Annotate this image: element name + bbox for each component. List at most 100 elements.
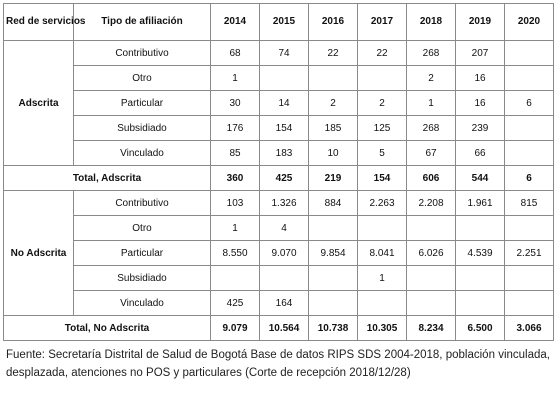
header-red-servicios: Red de servicios bbox=[3, 3, 85, 41]
value-cell: 185 bbox=[308, 115, 358, 141]
value-cell: 2.263 bbox=[357, 190, 407, 216]
value-cell: 67 bbox=[406, 140, 456, 166]
value-cell: 4 bbox=[259, 215, 309, 241]
header-year: 2016 bbox=[308, 3, 358, 41]
value-cell bbox=[308, 215, 358, 241]
group-label: No Adscrita bbox=[3, 190, 74, 316]
tipo-afiliacion-cell: Subsidiado bbox=[73, 115, 211, 141]
value-cell bbox=[504, 115, 554, 141]
value-cell: 9.854 bbox=[308, 240, 358, 266]
group-label: Adscrita bbox=[3, 40, 74, 166]
table-body: Adscrita Contributivo 68 74 22 22 268 207 Otro 1 2… bbox=[3, 40, 554, 341]
tipo-afiliacion-cell: Contributivo bbox=[73, 190, 211, 216]
table-row: Particular 30 14 2 2 1 16 6 bbox=[4, 90, 554, 116]
value-cell bbox=[504, 290, 554, 316]
total-value-cell: 6.500 bbox=[455, 315, 505, 341]
value-cell bbox=[406, 215, 456, 241]
value-cell: 68 bbox=[210, 40, 260, 66]
value-cell: 2.251 bbox=[504, 240, 554, 266]
header-year: 2014 bbox=[210, 3, 260, 41]
value-cell: 176 bbox=[210, 115, 260, 141]
tipo-afiliacion-cell: Otro bbox=[73, 215, 211, 241]
value-cell: 103 bbox=[210, 190, 260, 216]
value-cell: 74 bbox=[259, 40, 309, 66]
value-cell: 6.026 bbox=[406, 240, 456, 266]
tipo-afiliacion-cell: Contributivo bbox=[73, 40, 211, 66]
value-cell: 16 bbox=[455, 90, 505, 116]
tipo-afiliacion-cell: Vinculado bbox=[73, 290, 211, 316]
value-cell: 16 bbox=[455, 65, 505, 91]
value-cell bbox=[210, 265, 260, 291]
total-value-cell: 3.066 bbox=[504, 315, 554, 341]
total-value-cell: 6 bbox=[504, 165, 554, 191]
value-cell: 4.539 bbox=[455, 240, 505, 266]
total-value-cell: 8.234 bbox=[406, 315, 456, 341]
value-cell: 22 bbox=[308, 40, 358, 66]
value-cell bbox=[504, 65, 554, 91]
total-value-cell: 9.079 bbox=[210, 315, 260, 341]
total-row: Total, Adscrita 360 425 219 154 606 544 6 bbox=[3, 165, 554, 191]
value-cell: 815 bbox=[504, 190, 554, 216]
total-value-cell: 10.305 bbox=[357, 315, 407, 341]
table-header: Red de servicios Tipo de afiliación 2014… bbox=[3, 3, 554, 41]
tipo-afiliacion-cell: Particular bbox=[73, 90, 211, 116]
value-cell bbox=[455, 265, 505, 291]
value-cell bbox=[406, 265, 456, 291]
value-cell: 9.070 bbox=[259, 240, 309, 266]
value-cell: 8.041 bbox=[357, 240, 407, 266]
total-value-cell: 360 bbox=[210, 165, 260, 191]
value-cell: 183 bbox=[259, 140, 309, 166]
header-year: 2015 bbox=[259, 3, 309, 41]
value-cell: 8.550 bbox=[210, 240, 260, 266]
value-cell: 1 bbox=[357, 265, 407, 291]
value-cell bbox=[259, 265, 309, 291]
value-cell bbox=[357, 65, 407, 91]
value-cell: 125 bbox=[357, 115, 407, 141]
total-value-cell: 154 bbox=[357, 165, 407, 191]
total-row: Total, No Adscrita 9.079 10.564 10.738 10.30… bbox=[3, 315, 554, 341]
header-year: 2017 bbox=[357, 3, 407, 41]
table-row: Vinculado 85 183 10 5 67 66 bbox=[4, 140, 554, 166]
value-cell: 6 bbox=[504, 90, 554, 116]
tipo-afiliacion-cell: Vinculado bbox=[73, 140, 211, 166]
value-cell: 1 bbox=[210, 215, 260, 241]
value-cell: 884 bbox=[308, 190, 358, 216]
value-cell: 207 bbox=[455, 40, 505, 66]
value-cell bbox=[357, 290, 407, 316]
tipo-afiliacion-cell: Otro bbox=[73, 65, 211, 91]
value-cell bbox=[504, 40, 554, 66]
value-cell: 2 bbox=[308, 90, 358, 116]
value-cell bbox=[259, 65, 309, 91]
value-cell bbox=[308, 65, 358, 91]
value-cell bbox=[357, 215, 407, 241]
value-cell: 154 bbox=[259, 115, 309, 141]
value-cell: 1.326 bbox=[259, 190, 309, 216]
total-label: Total, No Adscrita bbox=[3, 315, 211, 341]
total-value-cell: 425 bbox=[259, 165, 309, 191]
table-row: Adscrita Contributivo 68 74 22 22 268 207 bbox=[3, 40, 554, 166]
table-row: Otro 1 4 bbox=[4, 215, 554, 241]
header-year: 2020 bbox=[504, 3, 554, 41]
value-cell bbox=[504, 140, 554, 166]
tipo-afiliacion-cell: Particular bbox=[73, 240, 211, 266]
value-cell: 10 bbox=[308, 140, 358, 166]
table-row: No Adscrita Contributivo 103 1.326 884 2.263 2… bbox=[3, 190, 554, 316]
header-year: 2018 bbox=[406, 3, 456, 41]
table-row: Otro 1 2 16 bbox=[4, 65, 554, 91]
value-cell bbox=[406, 290, 456, 316]
total-value-cell: 219 bbox=[308, 165, 358, 191]
value-cell: 268 bbox=[406, 40, 456, 66]
value-cell bbox=[455, 215, 505, 241]
value-cell: 66 bbox=[455, 140, 505, 166]
value-cell: 1 bbox=[406, 90, 456, 116]
total-value-cell: 10.738 bbox=[308, 315, 358, 341]
value-cell: 22 bbox=[357, 40, 407, 66]
data-table-container: Red de servicios Tipo de afiliación 2014… bbox=[3, 3, 554, 341]
value-cell: 14 bbox=[259, 90, 309, 116]
value-cell: 2 bbox=[357, 90, 407, 116]
value-cell: 1.961 bbox=[455, 190, 505, 216]
value-cell: 239 bbox=[455, 115, 505, 141]
value-cell bbox=[504, 215, 554, 241]
total-value-cell: 606 bbox=[406, 165, 456, 191]
value-cell: 425 bbox=[210, 290, 260, 316]
